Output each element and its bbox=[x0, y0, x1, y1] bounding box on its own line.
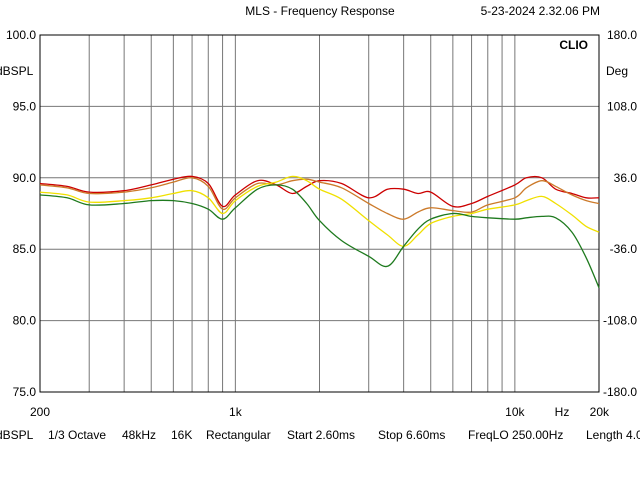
y-tick-label: 80.0 bbox=[13, 314, 37, 328]
y-tick-labels: 100.0 95.0 90.0 85.0 80.0 75.0 bbox=[6, 28, 36, 399]
y-tick-label: 100.0 bbox=[6, 28, 36, 42]
status-stop: Stop 6.60ms bbox=[378, 428, 446, 442]
y-tick-label-right: -108.0 bbox=[603, 314, 637, 328]
x-tick-label: 20k bbox=[590, 405, 610, 419]
x-tick-labels: 200 1k 10k 20k bbox=[30, 405, 610, 419]
y-tick-labels-right: 180.0 108.0 36.0 -36.0 -108.0 -180.0 bbox=[603, 28, 637, 399]
chart-series-group bbox=[39, 175, 600, 289]
y-tick-label-right: 36.0 bbox=[614, 171, 638, 185]
series-line-2 bbox=[39, 177, 600, 220]
status-unit: dBSPL bbox=[0, 428, 34, 442]
status-bar: dBSPL 1/3 Octave 48kHz 16K Rectangular S… bbox=[0, 428, 640, 444]
status-size: 16K bbox=[171, 428, 193, 442]
y-tick-label-right: -180.0 bbox=[603, 385, 637, 399]
y-axis-label: dBSPL bbox=[0, 64, 34, 78]
y-axis-label-right: Deg bbox=[606, 64, 628, 78]
status-start: Start 2.60ms bbox=[287, 428, 356, 442]
status-smoothing: 1/3 Octave bbox=[48, 428, 107, 442]
chart-grid bbox=[40, 35, 599, 392]
x-tick-label: 200 bbox=[30, 405, 50, 419]
y-tick-label: 85.0 bbox=[13, 242, 37, 256]
y-tick-label-right: -36.0 bbox=[610, 242, 638, 256]
series-line-1 bbox=[39, 175, 600, 208]
y-tick-label: 95.0 bbox=[13, 99, 37, 113]
y-tick-label-right: 180.0 bbox=[607, 28, 637, 42]
status-sample-rate: 48kHz bbox=[122, 428, 157, 442]
chart-title: MLS - Frequency Response bbox=[245, 4, 395, 18]
brand-label: CLIO bbox=[559, 38, 588, 52]
y-tick-label-right: 108.0 bbox=[607, 99, 637, 113]
x-axis-unit-label: Hz bbox=[555, 405, 570, 419]
plot-area bbox=[39, 34, 600, 393]
status-length: Length 4.00ms bbox=[586, 428, 640, 442]
series-line-4 bbox=[39, 184, 600, 289]
status-freq-lo: FreqLO 250.00Hz bbox=[468, 428, 564, 442]
x-tick-label: 10k bbox=[505, 405, 525, 419]
y-tick-label: 90.0 bbox=[13, 171, 37, 185]
series-line-3 bbox=[39, 175, 600, 247]
status-window: Rectangular bbox=[206, 428, 271, 442]
x-tick-label: 1k bbox=[229, 405, 243, 419]
y-tick-label: 75.0 bbox=[13, 385, 37, 399]
chart-timestamp: 5-23-2024 2.32.06 PM bbox=[481, 4, 600, 18]
